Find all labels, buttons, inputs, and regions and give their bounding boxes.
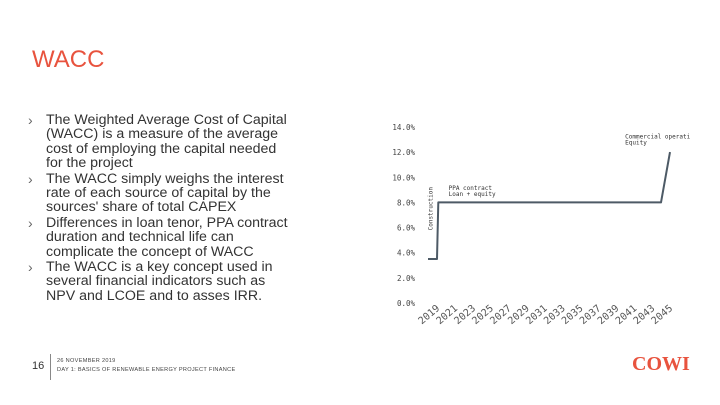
footer-text: 26 NOVEMBER 2019 DAY 1: BASICS OF RENEWA… <box>57 357 236 375</box>
footer-course: DAY 1: BASICS OF RENEWABLE ENERGY PROJEC… <box>57 367 236 373</box>
bullet-item: › The Weighted Average Cost of Capital (… <box>28 113 348 171</box>
bullet-line: duration and technical life can <box>46 229 234 246</box>
y-tick-label: 4.0% <box>397 249 416 258</box>
footer-date: 26 NOVEMBER 2019 <box>57 358 116 364</box>
bullet-line: The WACC is a key concept used in <box>46 259 273 276</box>
bullet-line: Differences in loan tenor, PPA contract <box>46 214 288 231</box>
chart-annotation: Construction <box>427 187 434 231</box>
bullet-item: › The WACC is a key concept used in seve… <box>28 260 348 303</box>
bullet-item: › Differences in loan tenor, PPA contrac… <box>28 214 348 260</box>
chart-annotation: Equity <box>625 140 647 147</box>
bullet-line: NPV and LCOE and to asses IRR. <box>46 287 263 304</box>
chevron-right-icon: › <box>28 170 33 187</box>
y-tick-label: 10.0% <box>392 173 415 182</box>
chart-annotation: PPA contract <box>449 185 493 192</box>
bullet-line: several financial indicators such as <box>46 273 266 290</box>
bullet-line: cost of employing the capital needed <box>46 140 277 157</box>
cowi-logo: COWI <box>632 353 690 375</box>
chart-annotation: Commercial operation <box>625 133 690 140</box>
bullet-line: rate of each source of capital by the <box>46 185 271 202</box>
bullet-line: sources' share of total CAPEX <box>46 199 237 216</box>
chevron-right-icon: › <box>28 112 33 128</box>
bullet-line: for the project <box>46 155 133 172</box>
y-tick-label: 12.0% <box>392 148 415 157</box>
x-tick-label: 2045 <box>650 303 676 327</box>
chart-annotation: Loan + equity <box>449 191 496 198</box>
bullet-line: The Weighted Average Cost of Capital <box>46 112 287 128</box>
bullet-line: (WACC) is a measure of the average <box>46 126 279 143</box>
series-line <box>428 151 671 260</box>
page-number: 16 <box>32 360 45 372</box>
bullet-line: The WACC simply weighs the interest <box>46 170 284 187</box>
y-tick-label: 0.0% <box>397 299 416 308</box>
footer-divider <box>50 354 51 380</box>
slide-title: WACC <box>32 46 105 73</box>
chevron-right-icon: › <box>28 259 33 276</box>
bullet-item: › The WACC simply weighs the interest ra… <box>28 170 348 216</box>
bullet-line: complicate the concept of WACC <box>46 243 254 260</box>
chevron-right-icon: › <box>28 214 33 231</box>
y-tick-label: 2.0% <box>397 274 416 283</box>
wacc-chart: 14.0%12.0%10.0%8.0%6.0%4.0%2.0%0.0% 20192… <box>392 123 690 327</box>
y-tick-label: 8.0% <box>397 198 416 207</box>
y-tick-label: 14.0% <box>392 123 415 132</box>
bullet-list: › The Weighted Average Cost of Capital (… <box>28 113 348 304</box>
y-tick-label: 6.0% <box>397 224 416 233</box>
